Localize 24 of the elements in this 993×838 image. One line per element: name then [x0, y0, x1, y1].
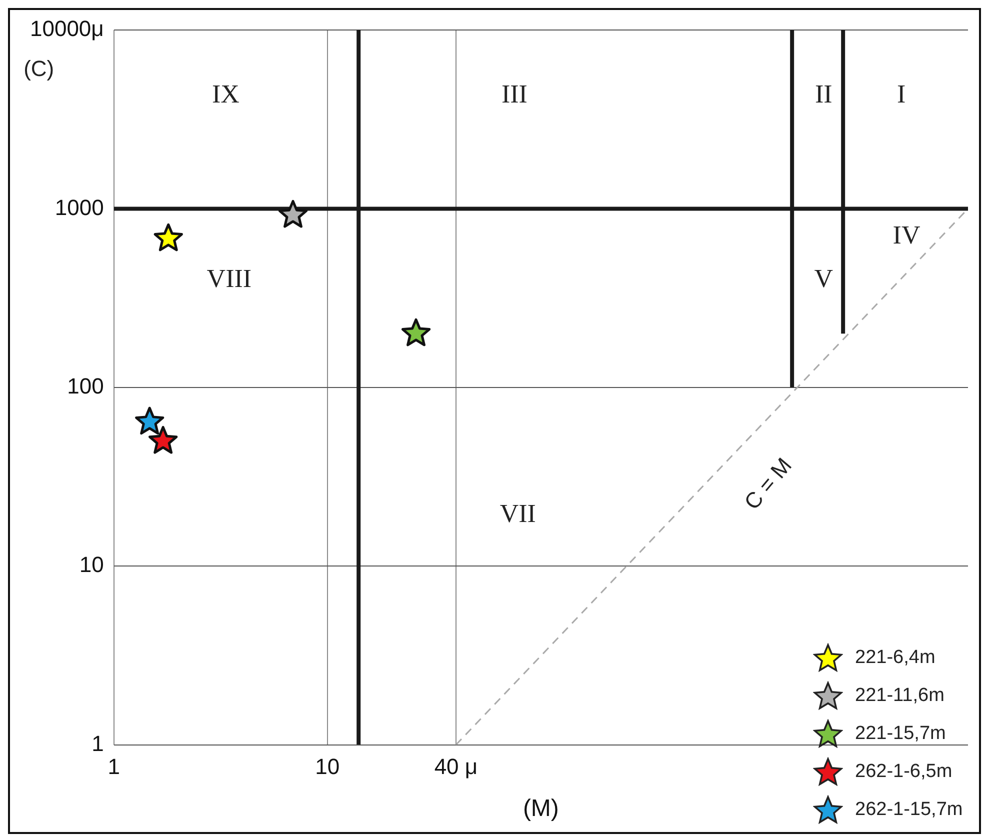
- x-tick-label: 1: [108, 754, 120, 780]
- annotation: II: [814, 80, 832, 109]
- y-axis-title: (C): [24, 56, 54, 82]
- y-tick-label: 10000μ: [30, 16, 104, 42]
- annotation: VII: [500, 499, 536, 528]
- legend-label: 262-1-15,7m: [855, 798, 963, 821]
- legend-label: 262-1-6,5m: [855, 760, 952, 783]
- legend-label: 221-6,4m: [855, 646, 936, 669]
- x-axis-title: (M): [522, 795, 559, 822]
- annotation: III: [501, 80, 528, 109]
- y-tick-label: 100: [67, 373, 104, 398]
- legend-label: 221-11,6m: [855, 684, 944, 707]
- annotation: IV: [892, 220, 920, 250]
- annotation: IX: [212, 80, 240, 109]
- y-tick-label: 10: [79, 552, 104, 578]
- legend-label: 221-15,7m: [855, 722, 946, 745]
- x-tick-label: 10: [315, 754, 340, 780]
- x-tick-label: 40 μ: [434, 754, 478, 780]
- annotation: C = M: [739, 452, 797, 514]
- annotation: V: [814, 264, 834, 294]
- y-tick-label: 1: [92, 730, 104, 756]
- annotation: VIII: [206, 264, 252, 294]
- annotation: I: [897, 80, 906, 109]
- y-tick-label: 1000: [54, 194, 104, 220]
